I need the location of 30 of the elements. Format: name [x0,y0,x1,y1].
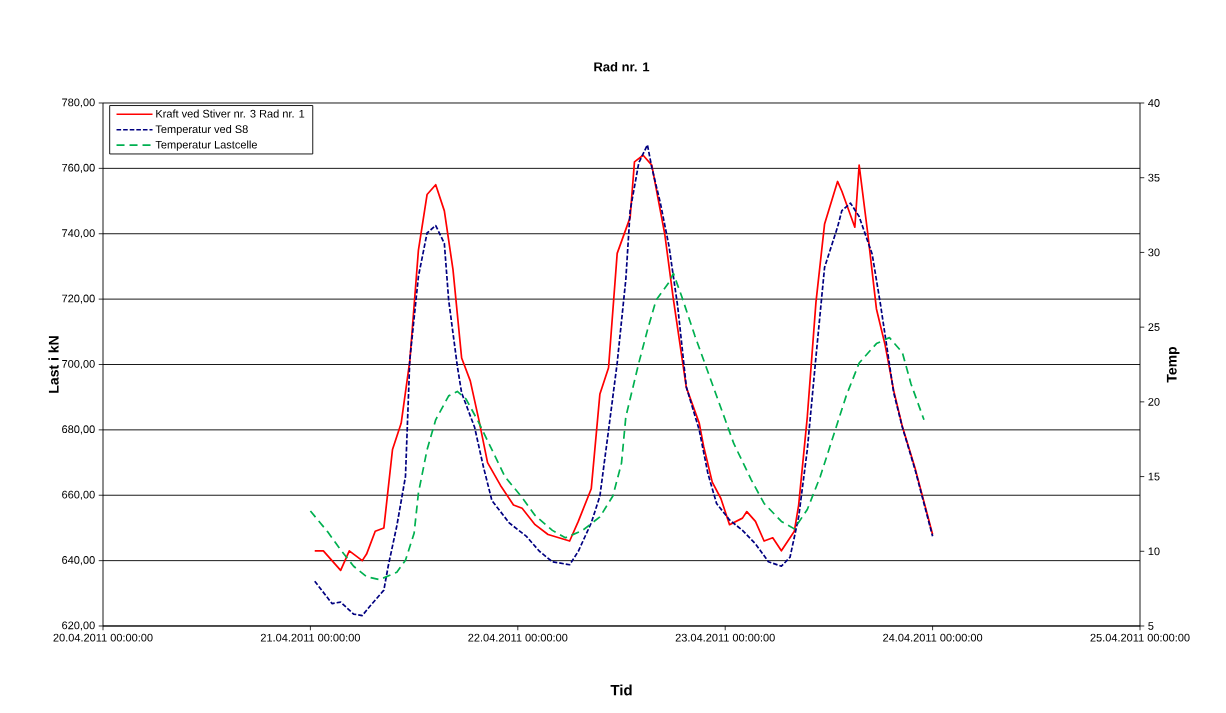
y2-tick-label: 5 [1148,622,1154,630]
y-tick-label: 780,00 [62,98,95,108]
y-tick-label: 640,00 [62,556,95,566]
y-axis-title: Last i kN [48,336,59,393]
y-tick-label: 680,00 [62,425,95,435]
x-tick-label: 24.04.2011 00:00:00 [883,633,983,642]
chart-title: Rad nr. 1 [594,61,650,72]
y2-tick-label: 40 [1148,99,1160,107]
y-tick-label: 660,00 [62,490,95,500]
y2-tick-label: 15 [1148,472,1160,481]
x-tick-label: 22.04.2011 00:00:00 [468,633,568,642]
x-tick-label: 21.04.2011 00:00:00 [260,633,360,642]
y2-tick-label: 30 [1148,248,1160,257]
y2-tick-label: 20 [1148,397,1160,406]
x-tick-label: 25.04.2011 00:00:00 [1090,633,1190,642]
y-tick-label: 720,00 [62,294,95,304]
legend-label: Temperatur Lastcelle [155,140,257,151]
y2-axis-title: Temp [1166,346,1180,383]
x-tick-label: 23.04.2011 00:00:00 [675,633,775,642]
y2-tick-label: 35 [1148,173,1160,182]
legend-label: Kraft ved Stiver nr. 3 Rad nr. 1 [156,109,305,118]
y-tick-label: 760,00 [62,163,95,173]
y-tick-label: 740,00 [62,229,95,239]
x-axis-title: Tid [610,684,632,696]
x-tick-label: 20.04.2011 00:00:00 [53,633,153,642]
y2-tick-label: 10 [1148,547,1160,556]
y2-tick-label: 25 [1148,323,1160,332]
y-tick-label: 620,00 [62,621,95,631]
legend-label: Temperatur ved S8 [155,125,248,136]
y-tick-label: 700,00 [62,359,95,370]
